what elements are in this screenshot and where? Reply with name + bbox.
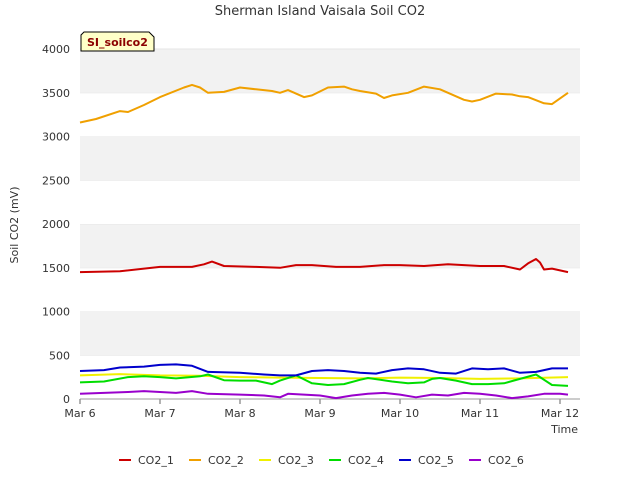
y-tick-label: 1500 — [42, 262, 70, 275]
x-tick-label: Mar 11 — [461, 407, 499, 420]
legend-label: CO2_2 — [208, 454, 244, 467]
grid-band — [80, 49, 580, 93]
x-tick-label: Mar 10 — [381, 407, 419, 420]
x-tick-label: Mar 8 — [224, 407, 255, 420]
axes: 0 500 1000 1500 2000 2500 3000 3500 4000 Mar 6 Mar… — [42, 43, 580, 420]
grid-band — [80, 224, 580, 268]
chart-title: Sherman Island Vaisala Soil CO2 — [215, 4, 425, 19]
series-line-co2-6 — [79, 390, 569, 400]
series-line-co2-2 — [79, 83, 569, 124]
x-tick-label: Mar 9 — [304, 407, 335, 420]
y-tick-label: 3000 — [42, 131, 70, 144]
x-tick-label: Mar 6 — [64, 407, 95, 420]
legend: CO2_1 CO2_2 CO2_3 CO2_4 CO2_5 CO2_6 — [119, 454, 524, 467]
legend-label: CO2_1 — [138, 454, 174, 467]
series-lines — [79, 83, 569, 400]
grid-bands — [80, 48, 580, 399]
chart-badge-box — [80, 31, 155, 52]
x-axis-title: Time — [550, 423, 578, 436]
y-tick-label: 3500 — [42, 87, 70, 100]
chart-badge-label: SI_soilco2 — [87, 36, 148, 49]
y-tick-label: 2500 — [42, 174, 70, 187]
chart-badge: SI_soilco2 — [80, 31, 155, 52]
legend-label: CO2_5 — [418, 454, 454, 467]
legend-label: CO2_3 — [278, 454, 314, 467]
y-tick-label: 2000 — [42, 218, 70, 231]
y-tick-label: 500 — [49, 349, 70, 362]
x-tick-label: Mar 12 — [541, 407, 579, 420]
grid-band — [80, 92, 580, 137]
y-tick-label: 1000 — [42, 306, 70, 319]
series-line-co2-5 — [79, 363, 568, 377]
legend-label: CO2_6 — [488, 454, 524, 467]
y-tick-label: 0 — [63, 393, 70, 406]
y-tick-label: 4000 — [42, 43, 70, 56]
grid-band — [80, 311, 580, 356]
series-line-co2-4 — [79, 373, 569, 387]
y-axis-title: Soil CO2 (mV) — [8, 187, 21, 264]
grid-band — [80, 180, 580, 224]
legend-label: CO2_4 — [348, 454, 384, 467]
series-line-co2-1 — [79, 258, 569, 274]
grid-band — [80, 267, 580, 312]
series-line-co2-3 — [79, 373, 569, 380]
x-tick-label: Mar 7 — [144, 407, 175, 420]
grid-band — [80, 136, 580, 181]
